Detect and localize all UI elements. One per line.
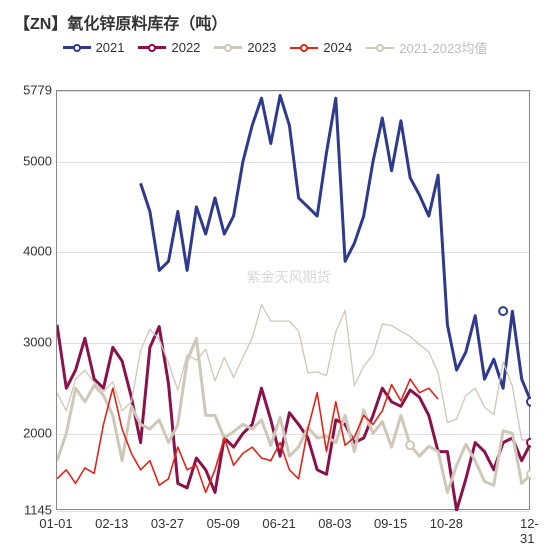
x-tick-label: 05-09 xyxy=(207,516,240,531)
x-tick-label: 01-01 xyxy=(39,516,72,531)
legend-item-2021: 2021 xyxy=(63,38,125,57)
y-tick-label: 2000 xyxy=(4,425,52,440)
y-tick-label: 5779 xyxy=(4,83,52,98)
end-marker xyxy=(527,439,531,447)
y-tick-label: 3000 xyxy=(4,334,52,349)
series-svg xyxy=(57,91,531,511)
x-tick-label: 06-21 xyxy=(262,516,295,531)
legend-label: 2024 xyxy=(323,40,352,55)
legend-label: 2021 xyxy=(96,40,125,55)
legend-swatch xyxy=(290,42,318,54)
x-tick-label: 12-31 xyxy=(520,516,540,546)
y-tick-label: 4000 xyxy=(4,244,52,259)
x-tick-label: 03-27 xyxy=(151,516,184,531)
x-tick-label: 08-03 xyxy=(318,516,351,531)
legend-swatch xyxy=(366,42,394,54)
chart-title: 【ZN】氧化锌原料库存（吨） xyxy=(14,10,227,34)
legend-swatch xyxy=(138,42,166,54)
plot-area: 紫金天风期货 xyxy=(56,90,530,510)
gridline xyxy=(57,511,529,512)
x-tick-label: 09-15 xyxy=(374,516,407,531)
legend-label: 2021-2023均值 xyxy=(399,38,487,57)
legend-item-2022: 2022 xyxy=(138,38,200,57)
end-marker xyxy=(527,470,531,478)
x-tick-label: 02-13 xyxy=(95,516,128,531)
legend-item-2023: 2023 xyxy=(214,38,276,57)
legend-item-2024: 2024 xyxy=(290,38,352,57)
x-tick-label: 10-28 xyxy=(430,516,463,531)
end-marker xyxy=(406,441,414,449)
end-marker xyxy=(527,398,531,406)
legend-swatch xyxy=(214,42,242,54)
y-tick-label: 5000 xyxy=(4,153,52,168)
legend-swatch xyxy=(63,42,91,54)
end-marker xyxy=(499,307,507,315)
legend-label: 2022 xyxy=(171,40,200,55)
legend: 2021 2022 2023 2024 2021-2023均值 xyxy=(0,38,550,57)
legend-label: 2023 xyxy=(247,40,276,55)
legend-item-2021-2023均值: 2021-2023均值 xyxy=(366,38,487,57)
chart-container: 【ZN】氧化锌原料库存（吨） 2021 2022 2023 2024 2021-2023… xyxy=(0,0,550,551)
